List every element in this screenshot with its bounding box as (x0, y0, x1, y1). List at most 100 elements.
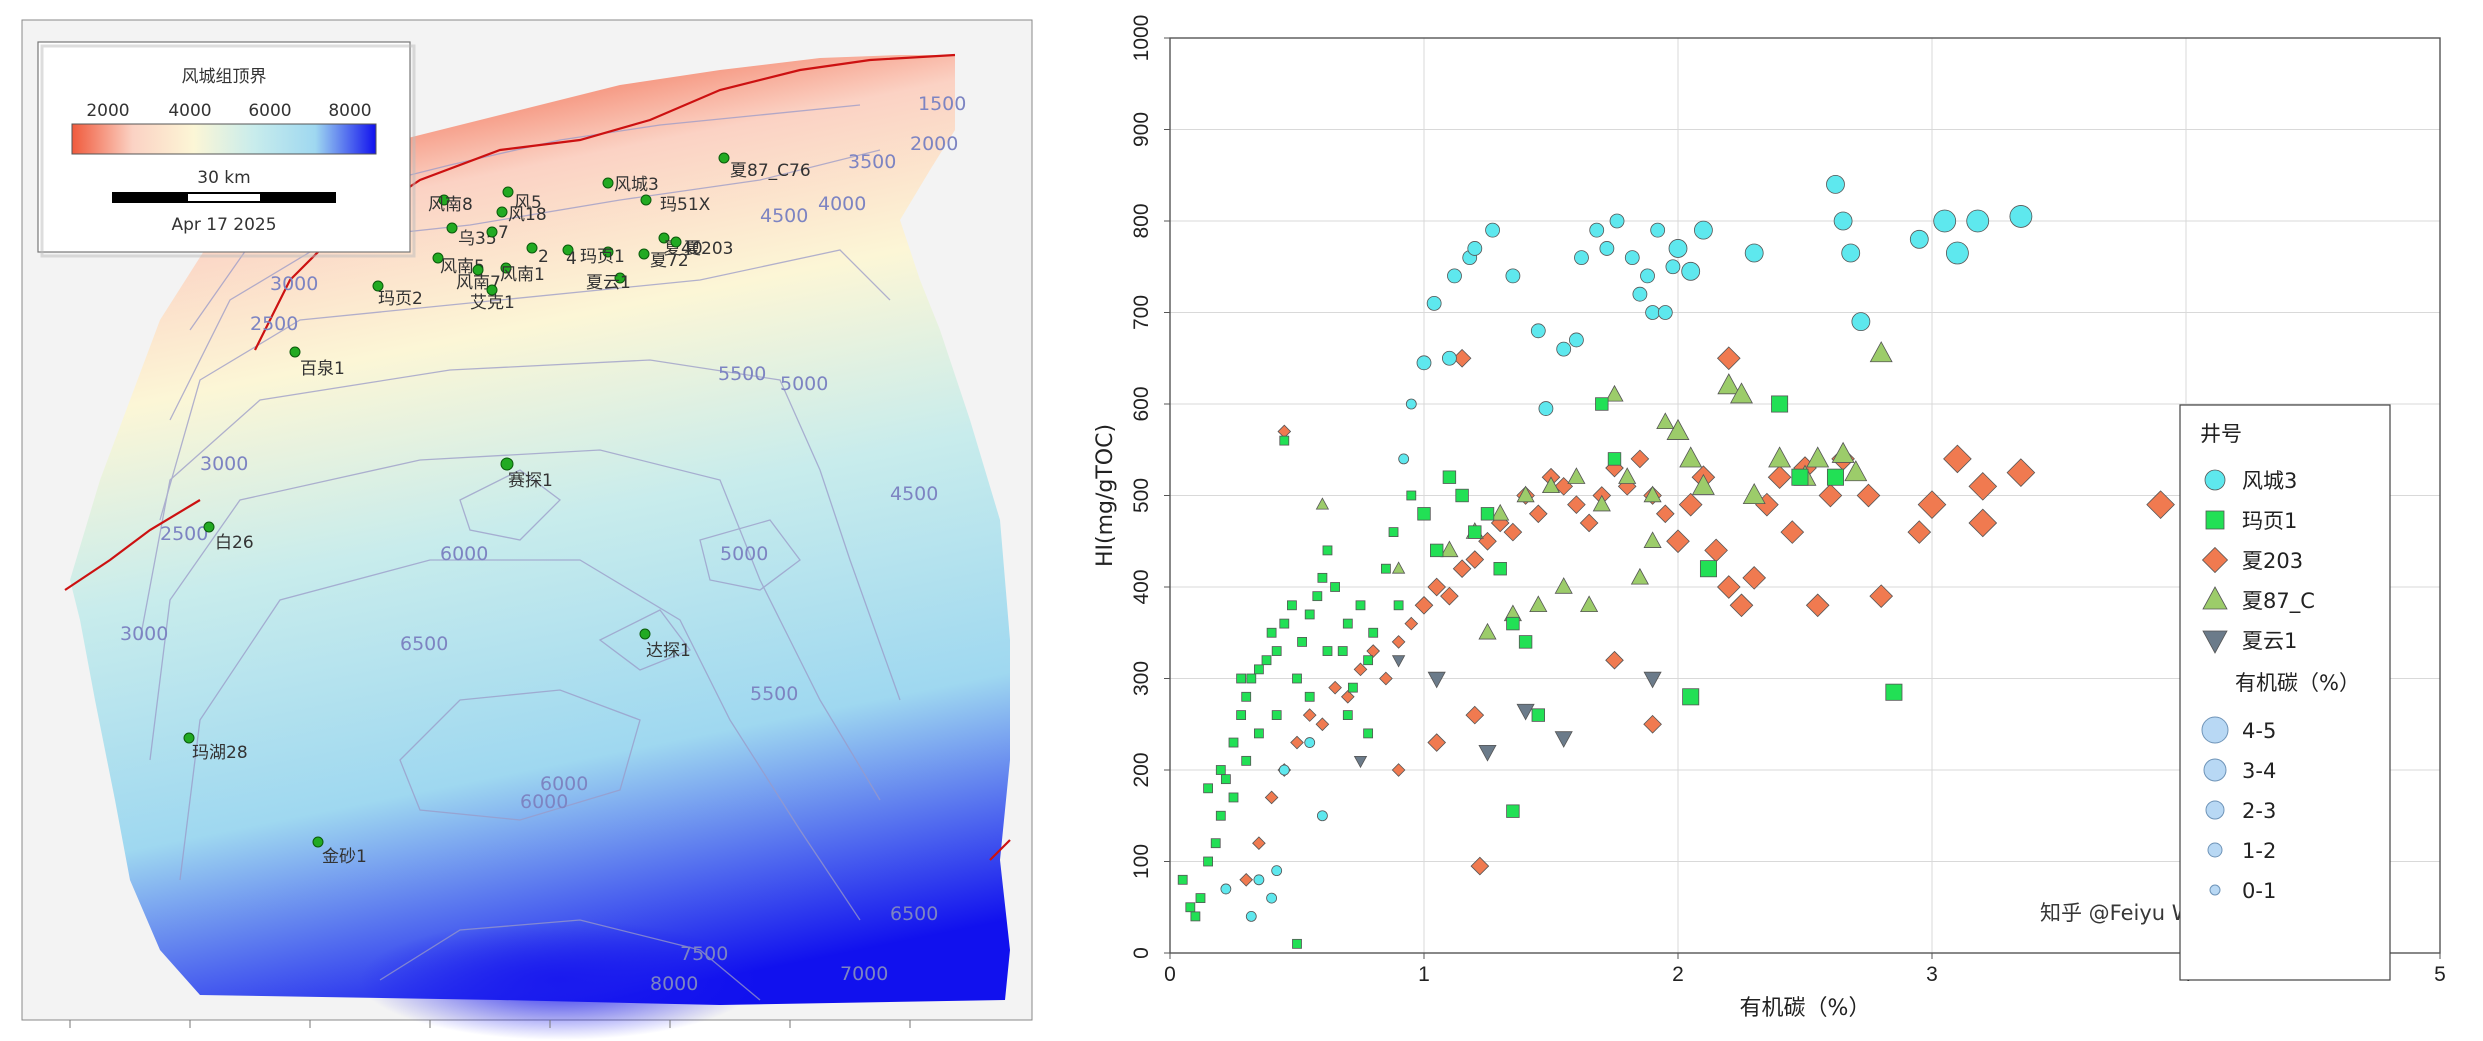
data-point-square (1682, 688, 1700, 706)
data-point-circle (1253, 874, 1265, 886)
data-point-diamond (1465, 550, 1485, 569)
size-legend-label: 2-3 (2242, 799, 2276, 823)
well-marker (500, 457, 514, 471)
data-point-circle (1574, 250, 1589, 266)
contour-label: 6500 (890, 903, 938, 925)
contour-line (379, 919, 761, 1001)
legend-marker-square (2205, 510, 2225, 530)
data-point-diamond (1427, 577, 1447, 597)
data-point-triangle (1691, 473, 1715, 495)
well-label: 金砂1 (322, 847, 367, 867)
data-point-diamond (1818, 483, 1843, 508)
data-point-diamond (1440, 586, 1459, 606)
well-marker (638, 248, 650, 260)
data-point-triangle-down (1643, 671, 1662, 689)
data-point-square (1826, 468, 1844, 486)
contour-label: 6000 (540, 773, 588, 795)
data-point-diamond (1704, 538, 1728, 563)
data-points (1177, 174, 2175, 949)
data-point-diamond (1328, 680, 1342, 695)
data-point-square (1220, 774, 1231, 785)
deep-zone (360, 920, 760, 1040)
data-point-square (1699, 560, 1717, 578)
data-point-diamond (1643, 714, 1662, 734)
data-point-diamond (2146, 490, 2175, 519)
data-point-diamond (1605, 650, 1624, 670)
data-point-circle (1632, 286, 1648, 302)
y-tick-label: 0 (1130, 947, 1153, 959)
size-legend-marker (2203, 758, 2227, 782)
data-point-square (1246, 673, 1257, 684)
well-label: 风18 (508, 205, 547, 225)
data-point-circle (1416, 355, 1432, 371)
data-point-square (1337, 646, 1348, 656)
contour-label: 6000 (440, 543, 488, 565)
data-point-diamond (1856, 483, 1881, 508)
contour-lines (139, 104, 901, 1001)
data-point-circle (1505, 268, 1521, 284)
data-point-circle (1933, 209, 1957, 233)
well-marker (614, 272, 626, 284)
data-point-circle (1589, 222, 1605, 238)
well-label: 玛页1 (580, 247, 625, 267)
data-point-square (1518, 635, 1533, 649)
data-point-circle (1624, 250, 1640, 266)
well-label: 2 (538, 247, 549, 267)
data-point-square (1279, 618, 1290, 629)
contour-line (399, 689, 641, 821)
legend-title: 风城组顶界 (182, 67, 267, 87)
data-point-diamond (1239, 872, 1254, 887)
structure-map: 风城组顶界 2000 4000 6000 8000 30 km Apr 17 2… (0, 0, 1040, 1041)
data-point-square (1388, 527, 1399, 537)
well-marker (372, 280, 384, 292)
data-point-square (1393, 600, 1404, 611)
data-point-square (1266, 627, 1277, 638)
data-point-diamond (1452, 559, 1472, 579)
data-point-circle (1304, 737, 1316, 748)
data-point-square (1506, 616, 1520, 631)
y-tick-label: 900 (1130, 112, 1153, 147)
data-point-circle (1316, 810, 1328, 822)
well-marker (496, 206, 508, 218)
series-group (1239, 346, 2175, 887)
contour-label: 5000 (780, 373, 828, 395)
data-point-circle (1599, 241, 1615, 256)
data-point-triangle (1605, 384, 1624, 402)
legend-shadow (40, 44, 416, 258)
well-label: 4 (566, 249, 577, 269)
data-point-square (1322, 545, 1333, 556)
well-marker (312, 836, 324, 848)
well-label: 风城3 (614, 175, 659, 195)
well-label: 风5 (514, 193, 542, 213)
y-axis-label: HI(mg/gTOC) (1093, 424, 1118, 567)
well-label: 达探1 (646, 641, 691, 661)
data-point-diamond (1579, 513, 1599, 533)
data-point-diamond (1391, 635, 1406, 649)
contour-line (149, 449, 881, 801)
data-point-triangle (1315, 497, 1330, 510)
data-point-square (1203, 783, 1213, 794)
data-point-circle (1681, 261, 1701, 281)
data-point-square (1885, 683, 1903, 701)
data-point-triangle (1844, 460, 1868, 482)
data-point-square (1480, 507, 1495, 521)
data-point-triangle (1742, 482, 1766, 505)
x-tick-label: 5 (2434, 963, 2446, 986)
data-point-circle (1530, 323, 1546, 339)
data-point-diamond (1528, 504, 1548, 524)
data-point-diamond (1716, 346, 1741, 371)
well-marker (203, 521, 215, 533)
contour-label: 4500 (760, 205, 808, 227)
data-point-square (1317, 572, 1328, 583)
data-point-diamond (1716, 575, 1741, 599)
series-group (1353, 655, 1662, 769)
data-point-square (1292, 938, 1302, 949)
axis-ticks: 01002003004005006007008009001000012345 (1130, 15, 2446, 986)
data-point-triangle (1491, 503, 1510, 521)
y-tick-label: 600 (1130, 386, 1153, 421)
data-point-triangle (1630, 567, 1649, 585)
contour-labels: 1500200025002500300030003000350040004500… (120, 93, 966, 995)
chart-canvas: 01002003004005006007008009001000012345 有… (1093, 15, 2446, 1021)
